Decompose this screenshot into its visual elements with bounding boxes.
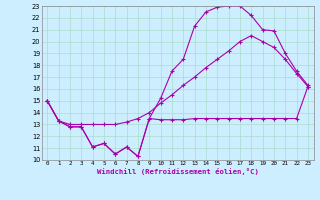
X-axis label: Windchill (Refroidissement éolien,°C): Windchill (Refroidissement éolien,°C)	[97, 168, 259, 175]
